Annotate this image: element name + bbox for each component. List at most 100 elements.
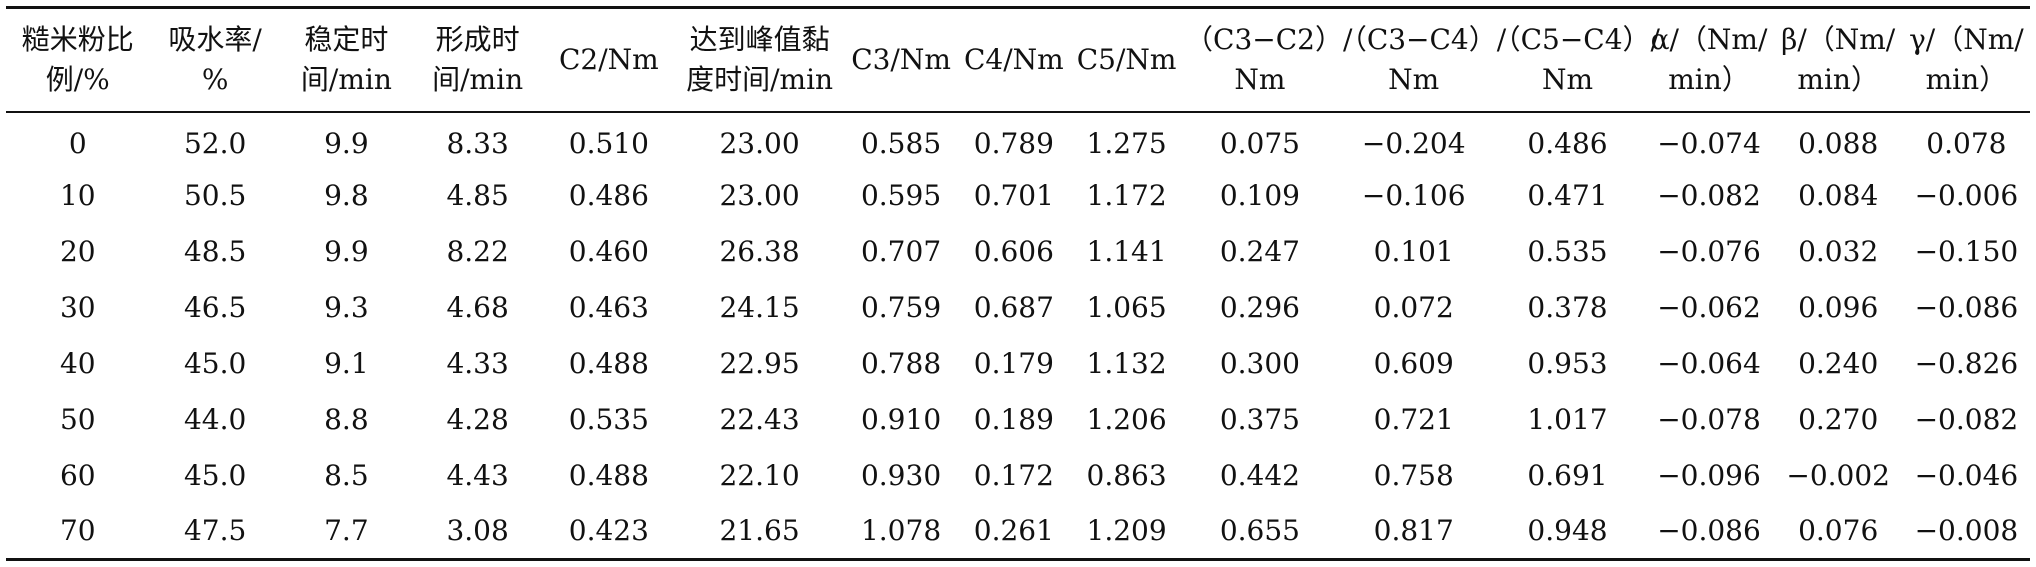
table-cell: 0.032 <box>1798 235 1879 268</box>
table-cell: −0.062 <box>1657 291 1761 324</box>
table-cell: −0.204 <box>1336 110 1491 168</box>
table-cell: 0.535 <box>568 403 649 436</box>
table-row: 0 52.0 9.9 8.33 0.510 23.00 0.585 0.789 1.275 0.0… <box>6 110 2030 168</box>
table-cell: 1.209 <box>1070 503 1184 561</box>
table-cell: 0.460 <box>568 235 649 268</box>
table-cell: 20 <box>59 235 96 268</box>
table-cell: 0.687 <box>973 291 1054 324</box>
table-cell: 0.609 <box>1373 347 1454 380</box>
table-cell: 0.910 <box>860 403 942 436</box>
column-header: C4/Nm <box>963 42 1064 76</box>
table-row: 70 47.5 7.7 3.08 0.423 21.65 1.078 0.261 1.209 0.… <box>6 503 2030 561</box>
table-cell: 4.33 <box>446 347 509 380</box>
table-cell: −0.086 <box>1914 291 2019 324</box>
table-cell: 4.85 <box>446 179 509 212</box>
table-cell: 4.43 <box>446 459 509 492</box>
table-cell: 45.0 <box>183 347 247 380</box>
table-cell: 1.065 <box>1086 291 1167 324</box>
column-header: （C5−C4）/ Nm <box>1492 22 1660 96</box>
table-row: 30 46.5 9.3 4.68 0.463 24.15 0.759 0.687 1.065 0.… <box>6 280 2030 336</box>
table-cell: 52.0 <box>149 110 281 168</box>
table-cell: 24.15 <box>719 291 800 324</box>
table-cell: 1.132 <box>1086 347 1167 380</box>
table-cell: 0.084 <box>1798 179 1879 212</box>
table-cell: 0.096 <box>1798 291 1879 324</box>
table-cell: 1.206 <box>1086 403 1167 436</box>
table-cell: 50 <box>59 403 96 436</box>
table-cell: 7.7 <box>280 503 412 561</box>
table-cell: 0.948 <box>1490 503 1645 561</box>
table-cell: 0.510 <box>543 110 675 168</box>
table-row: 60 45.0 8.5 4.43 0.488 22.10 0.930 0.172 0.863 0.… <box>6 448 2030 504</box>
table-cell: −0.082 <box>1914 403 2019 436</box>
table-row: 40 45.0 9.1 4.33 0.488 22.95 0.788 0.179 1.132 0.… <box>6 336 2030 392</box>
table-cell: 0.486 <box>568 179 649 212</box>
column-header: C5/Nm <box>1076 42 1177 76</box>
table-cell: 8.5 <box>324 459 369 492</box>
table-cell: −0.076 <box>1657 235 1761 268</box>
table-cell: −0.082 <box>1657 179 1761 212</box>
table-cell: 1.172 <box>1086 179 1167 212</box>
table-cell: 0.261 <box>957 503 1071 561</box>
table-cell: 0.707 <box>860 235 942 268</box>
column-header: γ/（Nm/ min） <box>1909 22 2024 96</box>
table-cell: 23.00 <box>674 110 845 168</box>
column-header: （C3−C2）/ Nm <box>1185 22 1353 96</box>
table-cell: 22.95 <box>719 347 800 380</box>
table-cell: −0.826 <box>1914 347 2019 380</box>
table-cell: 21.65 <box>674 503 845 561</box>
table-cell: 0.378 <box>1527 291 1608 324</box>
table-cell: 0.189 <box>973 403 1054 436</box>
table-cell: 0.701 <box>973 179 1054 212</box>
column-header: β/（Nm/ min） <box>1781 22 1896 96</box>
table-cell: 0.655 <box>1183 503 1337 561</box>
table-cell: 47.5 <box>149 503 281 561</box>
column-header: 形成时 间/min <box>432 22 524 96</box>
table-cell: 0.488 <box>568 459 649 492</box>
table-cell: −0.002 <box>1786 459 1890 492</box>
table-cell: 0.606 <box>973 235 1054 268</box>
table-cell: 8.33 <box>412 110 544 168</box>
column-header: α/（Nm/ min） <box>1650 22 1768 96</box>
table-cell: 0.076 <box>1773 503 1903 561</box>
column-header: C3/Nm <box>851 42 951 76</box>
table-cell: 0.442 <box>1219 459 1300 492</box>
table-cell: 0.930 <box>860 459 942 492</box>
table-cell: 0.109 <box>1219 179 1300 212</box>
table-cell: 0.072 <box>1373 291 1454 324</box>
data-table: 糙米粉比 例/% 吸水率/ % 稳定时 间/min 形成时 间/min C2/Nm 达到峰… <box>6 6 2030 561</box>
table-cell: 0.789 <box>957 110 1071 168</box>
table-cell: 1.017 <box>1527 403 1608 436</box>
table-cell: 9.8 <box>324 179 369 212</box>
table-cell: 0.270 <box>1798 403 1879 436</box>
table-cell: −0.150 <box>1914 235 2019 268</box>
table-row: 10 50.5 9.8 4.85 0.486 23.00 0.595 0.701 1.172 0.… <box>6 168 2030 224</box>
table-cell: −0.046 <box>1914 459 2019 492</box>
column-header: 糙米粉比 例/% <box>21 22 134 96</box>
table-header: 糙米粉比 例/% 吸水率/ % 稳定时 间/min 形成时 间/min C2/Nm 达到峰… <box>6 7 2030 112</box>
table-cell: 4.68 <box>446 291 509 324</box>
table-cell: 9.9 <box>324 235 369 268</box>
table-cell: 1.078 <box>844 503 958 561</box>
table-cell: −0.078 <box>1657 403 1761 436</box>
table-cell: 0 <box>6 110 150 168</box>
table-cell: 0.463 <box>568 291 649 324</box>
table-cell: 10 <box>59 179 96 212</box>
table-cell: 0.691 <box>1527 459 1608 492</box>
table-cell: 0.535 <box>1527 235 1608 268</box>
table-cell: −0.096 <box>1657 459 1761 492</box>
table-cell: 0.240 <box>1798 347 1879 380</box>
header-row: 糙米粉比 例/% 吸水率/ % 稳定时 间/min 形成时 间/min C2/Nm 达到峰… <box>6 8 2030 112</box>
table-cell: 22.10 <box>719 459 800 492</box>
table-cell: 8.22 <box>446 235 509 268</box>
table-cell: −0.008 <box>1902 503 2030 561</box>
table-cell: −0.064 <box>1657 347 1761 380</box>
table-cell: 0.375 <box>1219 403 1300 436</box>
table-cell: 0.486 <box>1490 110 1645 168</box>
table-cell: 0.817 <box>1336 503 1491 561</box>
table-cell: 0.758 <box>1373 459 1454 492</box>
table-cell: 0.788 <box>860 347 942 380</box>
table-cell: 1.275 <box>1070 110 1184 168</box>
column-header: 吸水率/ % <box>168 22 262 96</box>
table-cell: 22.43 <box>719 403 800 436</box>
